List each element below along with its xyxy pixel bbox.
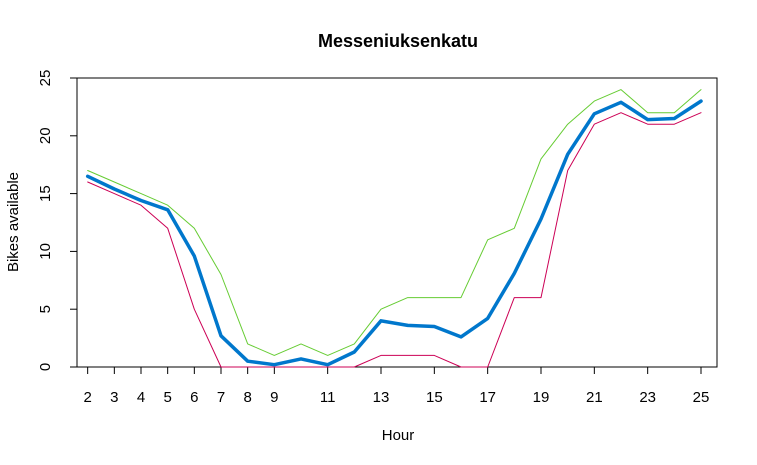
x-tick-label: 17 (479, 389, 496, 406)
x-tick-label: 19 (533, 389, 550, 406)
y-axis-label: Bikes available (5, 172, 22, 272)
x-tick-label: 2 (83, 389, 91, 406)
x-tick-label: 21 (586, 389, 603, 406)
plot-frame (76, 77, 718, 368)
x-tick-label: 9 (270, 389, 278, 406)
x-axis-label: Hour (382, 427, 415, 444)
series-line-2 (87, 112, 702, 368)
x-tick-label: 23 (639, 389, 656, 406)
x-tick-label: 5 (163, 389, 171, 406)
y-tick-label: 5 (37, 305, 54, 313)
series-line-1 (87, 89, 702, 356)
chart-title: Messeniuksenkatu (318, 31, 478, 51)
x-tick-label: 6 (190, 389, 198, 406)
x-tick-label: 11 (320, 389, 336, 406)
x-tick-label: 13 (373, 389, 390, 406)
x-tick-label: 15 (426, 389, 443, 406)
y-tick-label: 0 (37, 363, 54, 371)
x-tick-label: 8 (243, 389, 251, 406)
y-tick-label: 20 (37, 127, 54, 144)
y-tick-label: 25 (37, 70, 54, 87)
x-tick-label: 3 (110, 389, 118, 406)
x-tick-label: 25 (693, 389, 710, 406)
series-line-3 (85, 99, 703, 367)
x-tick-label: 4 (137, 389, 145, 406)
series-lines (85, 89, 703, 368)
x-tick-label: 7 (217, 389, 225, 406)
y-tick-label: 15 (37, 185, 54, 202)
y-tick-label: 10 (37, 243, 54, 260)
